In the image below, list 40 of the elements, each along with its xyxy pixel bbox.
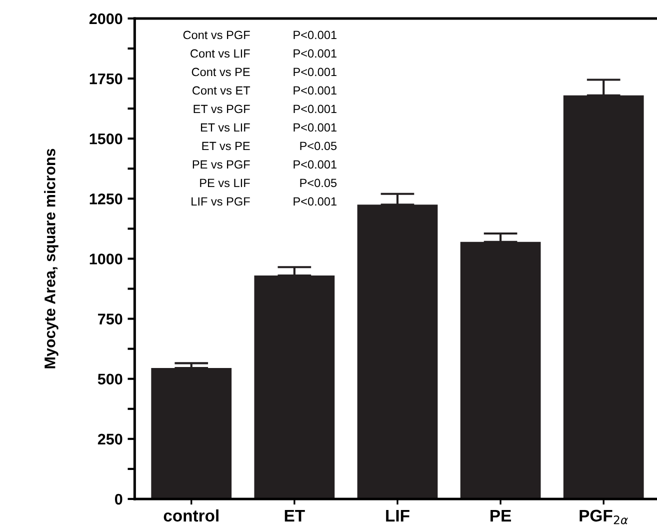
annotation: PE vs LIF <box>200 178 250 188</box>
annotation: ET vs LIF <box>200 123 250 132</box>
y-tick-label: 250 <box>98 434 122 445</box>
annotation: P<0.001 <box>294 68 336 76</box>
x-tick-label: PGF$_{2α}$ <box>580 510 628 524</box>
bar <box>357 204 438 499</box>
bar <box>460 242 541 499</box>
y-axis-title: Myocyte Area, square microns <box>44 148 58 368</box>
y-tick-label: 0 <box>114 494 122 505</box>
bar <box>254 276 335 499</box>
annotation: P<0.05 <box>300 178 337 188</box>
annotation: Cont vs PGF <box>183 30 250 40</box>
annotation: PE vs PGF <box>192 160 250 169</box>
annotation: P<0.001 <box>294 123 336 132</box>
annotation: P<0.001 <box>294 30 336 40</box>
annotation: ET vs PGF <box>194 104 250 114</box>
annotation: P<0.05 <box>300 142 337 150</box>
y-tick-label: 1500 <box>90 133 122 144</box>
annotation: LIF vs PGF <box>192 197 250 206</box>
y-tick-label: 2000 <box>89 13 122 24</box>
y-tick-label: 1250 <box>90 194 122 204</box>
annotation: Cont vs LIF <box>190 49 250 58</box>
annotation: Cont vs PE <box>192 68 250 76</box>
bar <box>563 95 644 499</box>
y-tick-label: 1750 <box>90 73 122 84</box>
annotation: P<0.001 <box>294 160 336 169</box>
y-tick-label: 500 <box>98 374 122 385</box>
x-tick-label: PE <box>490 510 512 522</box>
x-tick-label: control <box>164 509 218 522</box>
x-tick-label: ET <box>284 510 305 522</box>
annotation: P<0.001 <box>294 86 336 95</box>
bar <box>151 368 232 499</box>
annotation: Cont vs ET <box>192 86 250 95</box>
y-tick-label: 750 <box>98 314 122 324</box>
annotation: P<0.001 <box>294 197 336 206</box>
annotation: P<0.001 <box>294 49 336 58</box>
y-tick-label: 1000 <box>90 254 122 264</box>
annotation: ET vs PE <box>202 142 250 150</box>
x-tick-label: LIF <box>386 510 410 522</box>
annotation: P<0.001 <box>294 104 336 114</box>
